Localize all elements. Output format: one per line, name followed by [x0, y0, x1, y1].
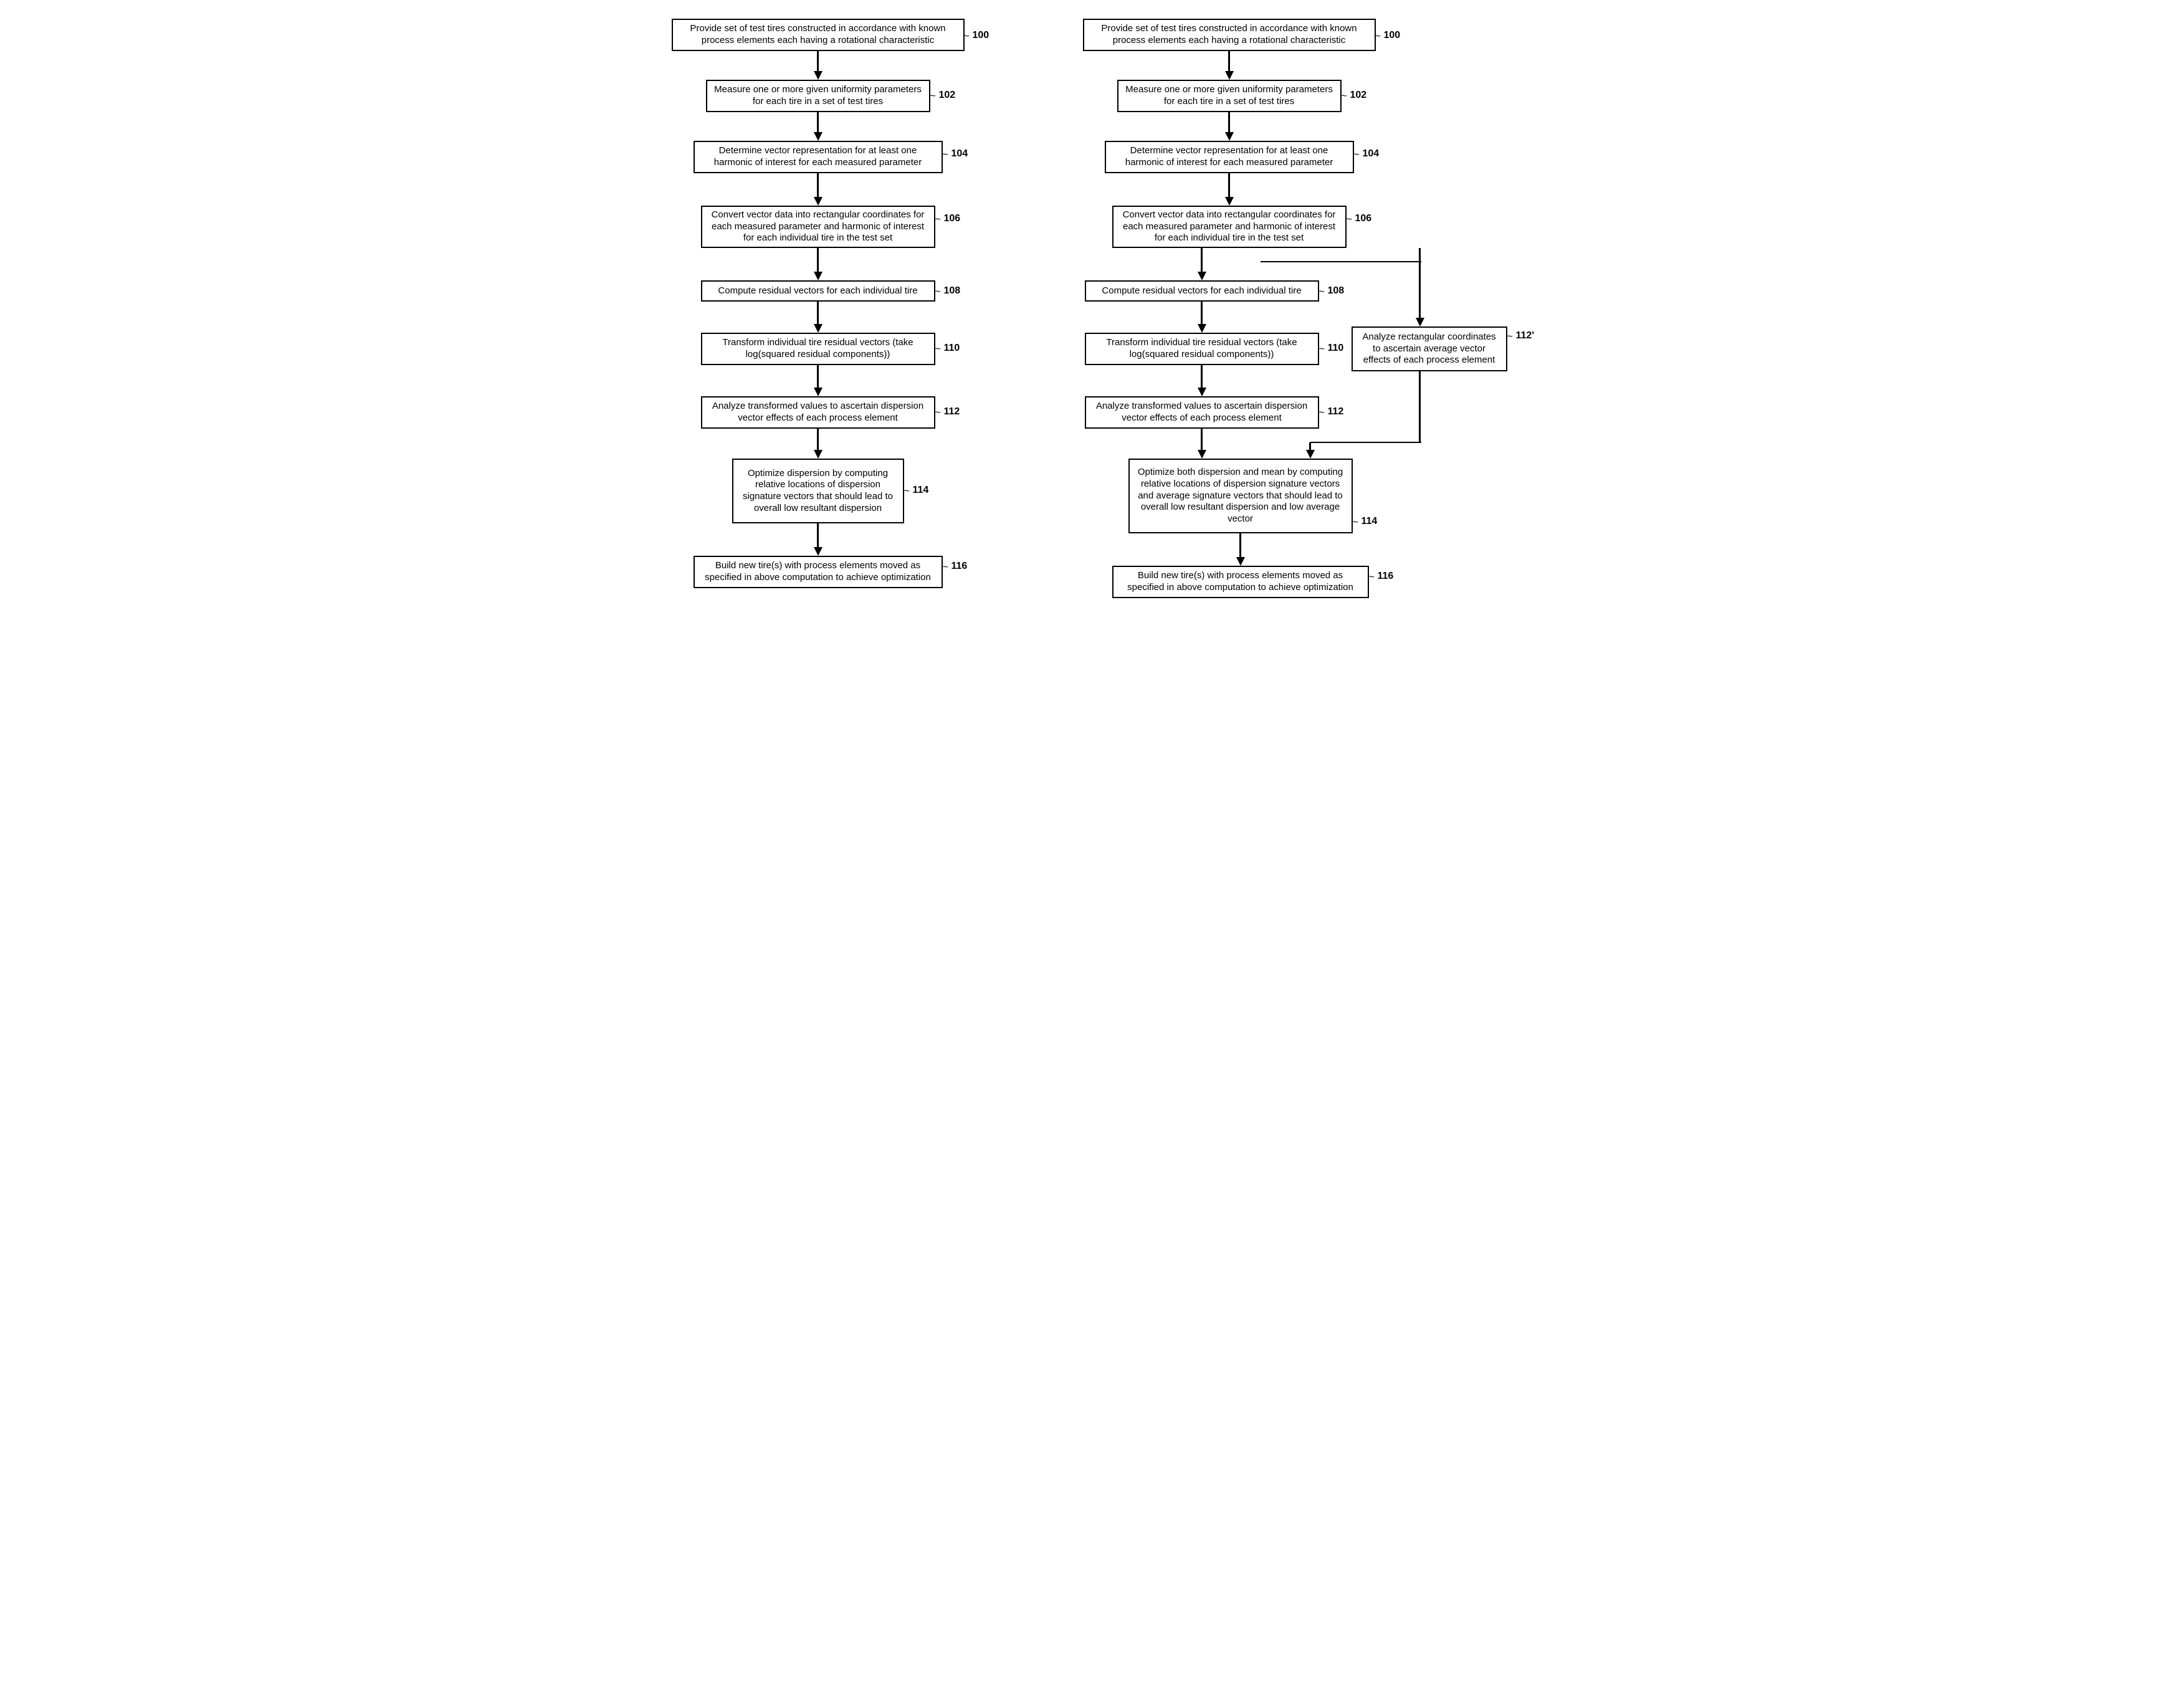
node-label-104: 104 — [1363, 148, 1380, 160]
flow-node-114: Optimize both dispersion and mean by com… — [1128, 459, 1353, 533]
edge-arrowhead-n106-n108 — [814, 272, 823, 280]
flow-node-112: Analyze transformed values to ascertain … — [1085, 396, 1319, 429]
edge-arrowhead-n108-n110 — [814, 324, 823, 333]
edge-arrowhead-r114-r116 — [1236, 557, 1245, 566]
flow-node-104: Determine vector representation for at l… — [694, 141, 943, 173]
node-label-106: 106 — [944, 213, 961, 224]
edge-n108-n110 — [817, 302, 819, 324]
node-label-110: 110 — [944, 343, 960, 354]
node-label-112p: 112' — [1516, 330, 1535, 341]
node-label-110: 110 — [1328, 343, 1344, 354]
edge-arrowhead-n114-n116 — [814, 547, 823, 556]
edge-r100-r102 — [1228, 51, 1230, 71]
node-label-104: 104 — [951, 148, 968, 160]
flow-node-110: Transform individual tire residual vecto… — [701, 333, 935, 365]
flow-node-108: Compute residual vectors for each indivi… — [1085, 280, 1319, 302]
flowchart-left: Provide set of test tires constructed in… — [662, 19, 999, 654]
flow-node-112p: Analyze rectangular coordinates to ascer… — [1352, 326, 1507, 371]
branch-seg-h — [1261, 261, 1422, 263]
node-label-108: 108 — [1328, 285, 1345, 297]
flow-node-100: Provide set of test tires constructed in… — [1083, 19, 1376, 51]
edge-n102-n104 — [817, 112, 819, 132]
edge-arrowhead-n102-n104 — [814, 132, 823, 141]
edge-n112-n114 — [817, 429, 819, 450]
edge-arrowhead-r108-r110 — [1198, 324, 1206, 333]
flow-node-114: Optimize dispersion by computing relativ… — [732, 459, 904, 523]
edge-arrowhead-n112-n114 — [814, 450, 823, 459]
node-label-100: 100 — [1384, 30, 1401, 41]
edge-arrowhead-r102-r104 — [1225, 132, 1234, 141]
edge-arrowhead-r112-r114 — [1198, 450, 1206, 459]
node-label-116: 116 — [1378, 571, 1394, 582]
edge-arrowhead-n110-n112 — [814, 388, 823, 396]
node-label-114: 114 — [913, 485, 929, 496]
node-label-102: 102 — [1350, 90, 1367, 101]
branch-seg-v — [1419, 248, 1421, 318]
flow-node-106: Convert vector data into rectangular coo… — [1112, 206, 1347, 248]
branch-seg-v — [1419, 371, 1421, 442]
edge-arrowhead-r106-r108 — [1198, 272, 1206, 280]
flowchart-right: Provide set of test tires constructed in… — [1074, 19, 1522, 654]
edge-arrowhead-r104-r106 — [1225, 197, 1234, 206]
flow-node-100: Provide set of test tires constructed in… — [672, 19, 965, 51]
node-label-108: 108 — [944, 285, 961, 297]
flow-node-102: Measure one or more given uniformity par… — [1117, 80, 1342, 112]
branch-arrowhead — [1306, 450, 1315, 459]
edge-r108-r110 — [1201, 302, 1203, 324]
node-label-112: 112 — [944, 406, 960, 417]
edge-n114-n116 — [817, 523, 819, 547]
edge-arrowhead-r110-r112 — [1198, 388, 1206, 396]
edge-arrowhead-r100-r102 — [1225, 71, 1234, 80]
flow-node-104: Determine vector representation for at l… — [1105, 141, 1354, 173]
flow-node-110: Transform individual tire residual vecto… — [1085, 333, 1319, 365]
edge-r110-r112 — [1201, 365, 1203, 388]
flow-node-108: Compute residual vectors for each indivi… — [701, 280, 935, 302]
edge-n106-n108 — [817, 248, 819, 272]
edge-r114-r116 — [1239, 533, 1241, 557]
edge-r112-r114 — [1201, 429, 1203, 450]
flow-node-106: Convert vector data into rectangular coo… — [701, 206, 935, 248]
branch-seg-v — [1309, 442, 1311, 450]
node-label-100: 100 — [973, 30, 989, 41]
page: Provide set of test tires constructed in… — [19, 19, 2165, 654]
edge-arrowhead-n100-n102 — [814, 71, 823, 80]
edge-n100-n102 — [817, 51, 819, 71]
node-label-112: 112 — [1328, 406, 1344, 417]
edge-n110-n112 — [817, 365, 819, 388]
edge-arrowhead-n104-n106 — [814, 197, 823, 206]
flow-node-116: Build new tire(s) with process elements … — [1112, 566, 1369, 598]
edge-n104-n106 — [817, 173, 819, 197]
node-label-114: 114 — [1361, 516, 1378, 527]
flow-node-102: Measure one or more given uniformity par… — [706, 80, 930, 112]
flow-node-112: Analyze transformed values to ascertain … — [701, 396, 935, 429]
edge-r106-r108 — [1201, 248, 1203, 272]
node-label-102: 102 — [939, 90, 956, 101]
node-label-116: 116 — [951, 561, 968, 572]
flow-node-116: Build new tire(s) with process elements … — [694, 556, 943, 588]
branch-arrowhead — [1416, 318, 1424, 326]
edge-r104-r106 — [1228, 173, 1230, 197]
edge-r102-r104 — [1228, 112, 1230, 132]
branch-seg-h — [1310, 442, 1422, 444]
node-label-106: 106 — [1355, 213, 1372, 224]
